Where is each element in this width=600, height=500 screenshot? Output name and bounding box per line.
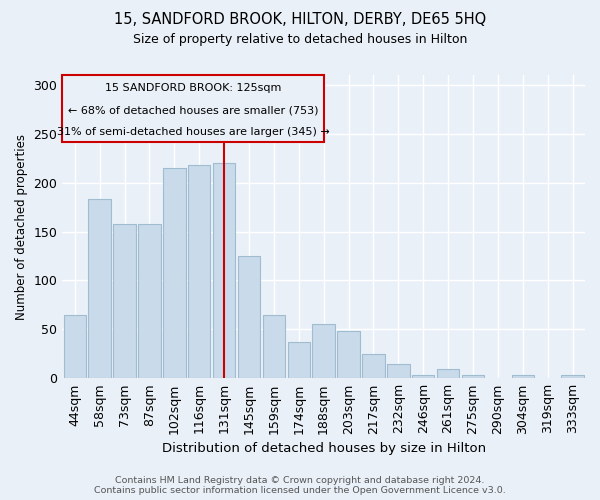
Bar	[337, 332, 360, 378]
Text: ← 68% of detached houses are smaller (753): ← 68% of detached houses are smaller (75…	[68, 105, 318, 115]
Bar	[437, 368, 460, 378]
Text: Contains HM Land Registry data © Crown copyright and database right 2024.: Contains HM Land Registry data © Crown c…	[115, 476, 485, 485]
Bar	[163, 168, 185, 378]
Bar	[113, 224, 136, 378]
Text: Size of property relative to detached houses in Hilton: Size of property relative to detached ho…	[133, 32, 467, 46]
Bar	[287, 342, 310, 378]
Bar	[213, 163, 235, 378]
Bar	[412, 376, 434, 378]
Bar	[64, 314, 86, 378]
Bar	[88, 200, 111, 378]
X-axis label: Distribution of detached houses by size in Hilton: Distribution of detached houses by size …	[161, 442, 486, 455]
Text: Contains public sector information licensed under the Open Government Licence v3: Contains public sector information licen…	[94, 486, 506, 495]
Text: 15, SANDFORD BROOK, HILTON, DERBY, DE65 5HQ: 15, SANDFORD BROOK, HILTON, DERBY, DE65 …	[114, 12, 486, 28]
Bar	[512, 376, 534, 378]
Bar	[238, 256, 260, 378]
Text: 15 SANDFORD BROOK: 125sqm: 15 SANDFORD BROOK: 125sqm	[105, 83, 281, 93]
Bar	[188, 165, 211, 378]
Y-axis label: Number of detached properties: Number of detached properties	[15, 134, 28, 320]
Bar	[462, 376, 484, 378]
Bar	[138, 224, 161, 378]
Bar	[562, 376, 584, 378]
Text: 31% of semi-detached houses are larger (345) →: 31% of semi-detached houses are larger (…	[56, 127, 329, 137]
Bar	[387, 364, 410, 378]
Bar	[362, 354, 385, 378]
Bar	[313, 324, 335, 378]
Bar	[263, 314, 285, 378]
